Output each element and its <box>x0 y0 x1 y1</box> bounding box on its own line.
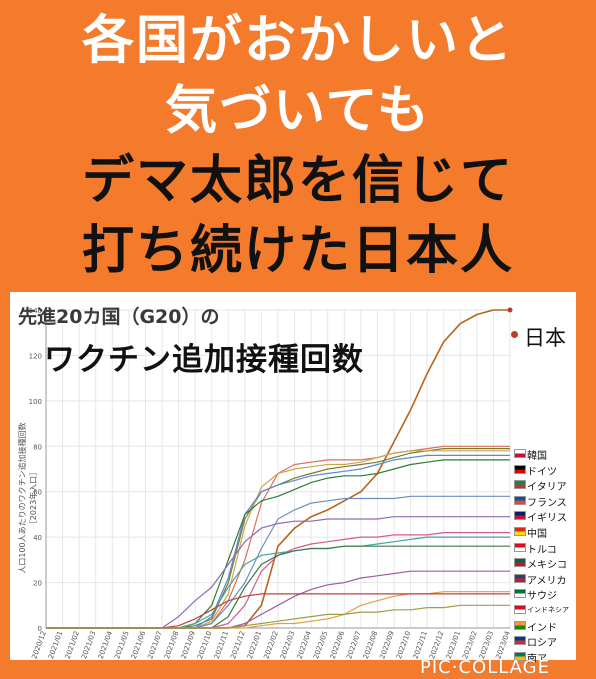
flag-germany-icon <box>514 464 526 474</box>
x-tick-label: 2021/01 <box>47 630 64 660</box>
x-tick-label: 2021/12 <box>229 630 246 660</box>
chart-title-line-2: ワクチン追加接種回数 <box>44 342 364 378</box>
flag-russia-icon <box>514 636 526 646</box>
x-tick-label: 2022/12 <box>428 630 445 660</box>
legend-label: トルコ <box>527 544 557 556</box>
headline-line-4: 打ち続けた日本人 <box>81 221 514 281</box>
x-tick-label: 2022/06 <box>329 629 347 660</box>
flag-france-icon <box>514 495 526 505</box>
x-tick-label: 2022/04 <box>296 629 314 660</box>
x-tick-label: 2021/09 <box>180 630 197 660</box>
legend-item: サウジ <box>514 586 576 602</box>
legend-item: 南ア <box>514 649 576 665</box>
legend-item: トルコ <box>514 540 576 556</box>
x-tick-label: 2023/01 <box>445 630 462 660</box>
x-tick-label: 2021/04 <box>97 629 115 660</box>
x-tick-label: 2022/09 <box>378 630 395 660</box>
headline: 各国がおかしいと 気づいても デマ太郎を信じて 打ち続けた日本人 <box>0 6 596 286</box>
y-tick-label: 80 <box>33 443 42 451</box>
x-tick-label: 2022/02 <box>262 630 279 660</box>
legend: 韓国ドイツイタリアフランスイギリス中国トルコメキシコアメリカサウジインドネシアイ… <box>514 446 576 665</box>
legend-label: ドイツ <box>527 466 557 478</box>
legend-item: インドネシア <box>514 602 576 618</box>
flag-korea-icon <box>514 449 526 458</box>
x-tick-label: 2021/08 <box>163 630 180 660</box>
legend-item: インド <box>514 618 576 634</box>
series-line-15 <box>46 604 510 629</box>
x-tick-label: 2021/03 <box>80 630 97 660</box>
x-tick-label: 2021/11 <box>213 630 230 660</box>
legend-label: 中国 <box>527 528 547 540</box>
legend-label: 南ア <box>527 653 547 665</box>
japan-endpoint <box>507 307 513 313</box>
flag-usa-icon <box>514 573 526 583</box>
flag-uk-icon <box>514 511 526 521</box>
x-tick-label: 2023/04 <box>494 629 512 660</box>
y-tick-label: 100 <box>29 398 42 406</box>
y-tick-label: 60 <box>33 489 42 497</box>
legend-label: イタリア <box>527 482 567 494</box>
legend-item: 中国 <box>514 524 576 540</box>
japan-label: 日本 <box>524 326 566 350</box>
x-tick-label: 2021/10 <box>196 630 213 660</box>
legend-item: イギリス <box>514 508 576 524</box>
watermark: PIC·COLLAGE <box>420 657 550 678</box>
x-tick-label: 2022/07 <box>345 630 362 660</box>
legend-item: ロシア <box>514 633 576 649</box>
legend-label: インドネシア <box>527 605 569 614</box>
x-tick-label: 2022/08 <box>362 630 379 660</box>
legend-item: 韓国 <box>514 446 576 462</box>
headline-line-1: 各国がおかしいと <box>81 11 514 71</box>
x-tick-label: 2023/02 <box>461 630 478 660</box>
flag-italy-icon <box>514 480 526 490</box>
x-tick-label: 2021/06 <box>130 629 148 660</box>
japan-marker-dot <box>511 331 518 338</box>
flag-turkey-icon <box>514 542 526 552</box>
legend-label: インド <box>527 622 557 634</box>
y-tick-label: 140 <box>29 307 42 315</box>
x-tick-label: 2023/03 <box>478 630 495 660</box>
x-tick-label: 2022/03 <box>279 630 296 660</box>
chart-title-line-1: 先進20カ国（G20）の <box>18 306 220 328</box>
x-tick-label: 2021/07 <box>146 630 163 660</box>
y-tick-label: 20 <box>33 580 42 588</box>
legend-item: メキシコ <box>514 555 576 571</box>
x-tick-label: 2021/05 <box>113 630 130 660</box>
legend-label: アメリカ <box>527 575 567 587</box>
chart-panel: 0 20 40 60 80 100 120 140 2020/12 2021/01 2021/02 2… <box>10 292 576 665</box>
legend-label: ロシア <box>527 638 557 650</box>
flag-saudi-icon <box>514 589 526 599</box>
legend-label: サウジ <box>527 591 557 603</box>
y-tick-label: 40 <box>33 534 42 542</box>
legend-item: ドイツ <box>514 462 576 478</box>
x-tick-label: 2020/12 <box>30 630 47 660</box>
headline-line-3: デマ太郎を信じて <box>81 151 514 211</box>
flag-indonesia-icon <box>514 604 526 614</box>
legend-item: イタリア <box>514 477 576 493</box>
legend-label: フランス <box>527 497 567 509</box>
flag-india-icon <box>514 620 526 630</box>
y-tick-label: 120 <box>29 352 42 360</box>
legend-label: 韓国 <box>527 451 547 462</box>
x-tick-label: 2022/01 <box>246 630 263 660</box>
flag-china-icon <box>514 526 526 536</box>
x-tick-label: 2022/11 <box>412 630 429 660</box>
x-tick-label: 2021/02 <box>64 630 81 660</box>
legend-label: メキシコ <box>527 560 567 572</box>
legend-label: イギリス <box>527 513 567 525</box>
legend-item: アメリカ <box>514 571 576 587</box>
headline-line-2: 気づいても <box>165 81 431 141</box>
flag-southafrica-icon <box>514 651 526 661</box>
x-tick-label: 2022/10 <box>395 630 412 660</box>
y-tick-label: 0 <box>38 625 42 633</box>
flag-mexico-icon <box>514 558 526 568</box>
y-axis-label: 人口100人あたりのワクチン追加接種回数［2023年入口］ <box>18 422 38 574</box>
x-tick-label: 2022/05 <box>312 630 329 660</box>
legend-item: フランス <box>514 493 576 509</box>
